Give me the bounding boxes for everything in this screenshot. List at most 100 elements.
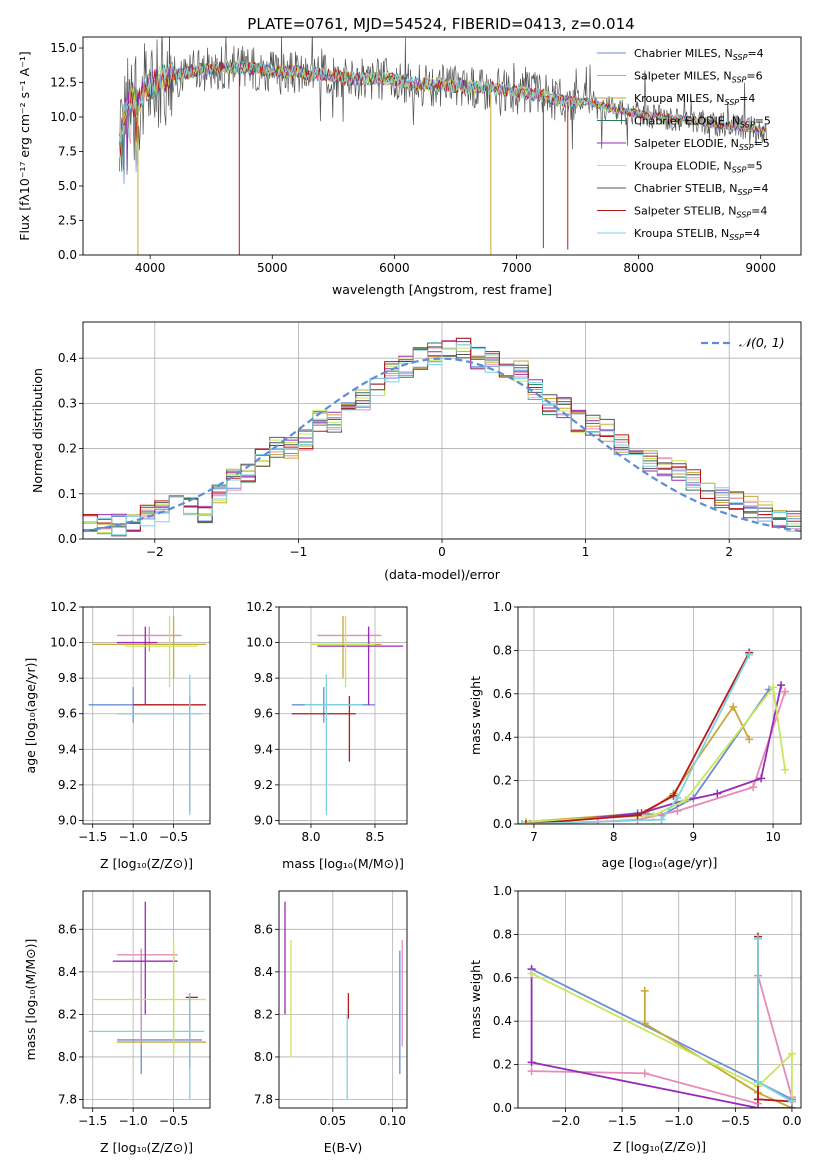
point-marker [640, 1019, 649, 1028]
weight-series [529, 684, 782, 824]
point-marker [713, 789, 722, 798]
y-tick-label: 8.0 [58, 1050, 77, 1064]
error-crosses [88, 901, 206, 1100]
gaussian-curve [83, 357, 801, 533]
y-tick-label: 1.0 [493, 600, 512, 614]
x-tick-label: 7 [530, 830, 538, 844]
spectrum-series [119, 60, 767, 143]
y-tick-label: 15.0 [50, 41, 77, 55]
x-tick-label: 8 [610, 830, 618, 844]
x-axis-label: (data-model)/error [384, 567, 501, 582]
y-tick-label: 9.2 [254, 778, 273, 792]
x-tick-label: 4000 [135, 261, 166, 275]
y-tick-label: 8.2 [254, 1007, 273, 1021]
point-marker [745, 735, 754, 744]
point-marker [753, 1095, 762, 1104]
legend: Chabrier MILES, NSSP=4 Salpeter MILES, NS… [597, 47, 771, 242]
point-marker [633, 811, 642, 820]
y-tick-label: 8.4 [254, 965, 273, 979]
point-marker [753, 1077, 762, 1086]
y-axis-label: Normed distribution [30, 368, 45, 493]
legend-entry: Kroupa MILES, NSSP=4 [634, 92, 755, 107]
y-tick-label: 0.2 [493, 1058, 512, 1072]
y-tick-label: 9.8 [58, 671, 77, 685]
point-marker [518, 820, 526, 824]
y-tick-label: 0.0 [493, 817, 512, 831]
x-tick-label: 2 [725, 545, 733, 559]
x-tick-label: −2 [146, 545, 164, 559]
x-tick-label: −1.0 [119, 1114, 148, 1128]
y-axis-label: age [log₁₀(age/yr)] [23, 658, 38, 774]
point-marker [527, 969, 536, 978]
axes-frame [82, 36, 802, 256]
y-tick-label: 9.4 [254, 742, 273, 756]
y-tick-label: 9.2 [58, 778, 77, 792]
x-tick-label: −1.0 [119, 830, 148, 844]
massweight-vs-metallicity-panel: −2.0 −1.5 −1.0 −0.5 0.0 0.0 0.2 0.4 0.6 0.8 1.0 Z [… [468, 884, 801, 1154]
legend-entry: Kroupa STELIB, NSSP=4 [634, 227, 760, 242]
point-marker [749, 783, 758, 792]
y-tick-label: 5.0 [58, 179, 77, 193]
y-tick-label: 0.4 [493, 730, 512, 744]
y-axis-label: Flux [fλ10⁻¹⁷ erg cm⁻² s⁻¹ A⁻¹] [17, 51, 32, 240]
x-tick-label: −0.5 [721, 1114, 750, 1128]
y-tick-label: 9.6 [58, 707, 77, 721]
x-axis-label: Z [log₁₀(Z/Z⊙)] [100, 1140, 193, 1155]
point-marker [753, 934, 762, 943]
mass-vs-metallicity-panel: −1.5 −1.0 −0.5 7.8 8.0 8.2 8.4 8.6 Z [log₁₀(Z/Z⊙… [23, 890, 211, 1155]
y-tick-label: 8.0 [254, 1050, 273, 1064]
y-tick-label: 0.0 [493, 1101, 512, 1115]
y-tick-label: 0.6 [493, 971, 512, 985]
weight-series [521, 654, 751, 824]
point-marker [781, 765, 790, 774]
point-marker [745, 650, 754, 659]
axes-frame [517, 606, 802, 825]
y-tick-label: 8.6 [254, 922, 273, 936]
weight-series [531, 972, 793, 1102]
legend-entry: 𝒩(0, 1) [739, 335, 785, 350]
y-tick-label: 0.1 [58, 487, 77, 501]
y-tick-label: 7.8 [58, 1092, 77, 1106]
y-tick-label: 0.3 [58, 396, 77, 410]
weight-series [525, 685, 786, 823]
x-axis-label: wavelength [Angstrom, rest frame] [332, 282, 552, 297]
y-tick-label: 0.4 [493, 1014, 512, 1028]
y-tick-label: 10.0 [246, 636, 273, 650]
point-marker [769, 683, 778, 692]
point-marker [753, 1104, 762, 1108]
y-tick-label: 0.4 [58, 351, 77, 365]
y-axis-label: mass weight [468, 960, 483, 1039]
y-tick-label: 9.4 [58, 742, 77, 756]
legend-entry: Chabrier MILES, NSSP=4 [634, 47, 764, 62]
residual-histogram-panel: −2 −1 0 1 2 0.0 0.1 0.2 0.3 0.4 (data-model)/error… [30, 321, 802, 582]
y-tick-label: 10.0 [50, 110, 77, 124]
x-tick-label: 7000 [501, 261, 532, 275]
point-marker [527, 1058, 536, 1067]
legend-entry: Chabrier ELODIE, NSSP=5 [634, 115, 771, 130]
point-marker [777, 681, 786, 690]
histogram-series [83, 344, 801, 536]
y-tick-label: 12.5 [50, 76, 77, 90]
y-tick-label: 9.0 [254, 813, 273, 827]
histograms [83, 337, 801, 537]
point-marker [757, 774, 766, 783]
y-axis-label: mass [log₁₀(M/M⊙)] [23, 939, 38, 1061]
error-crosses [291, 615, 404, 816]
y-tick-label: 2.5 [58, 214, 77, 228]
point-marker [681, 796, 690, 805]
axes-frame [82, 606, 211, 825]
y-tick-label: 0.8 [493, 927, 512, 941]
massweight-vs-age-panel: 7 8 9 10 0.0 0.2 0.4 0.6 0.8 1.0 age [log₁₀(age/yr… [468, 600, 802, 870]
x-axis-label: E(B-V) [324, 1140, 363, 1155]
x-tick-label: −0.5 [159, 1114, 188, 1128]
spectrum-panel: 4000 5000 6000 7000 8000 9000 0.0 2.5 5.0 7.5 10.0… [17, 36, 802, 297]
x-tick-label: −1.5 [78, 1114, 107, 1128]
x-tick-label: −1.5 [608, 1114, 637, 1128]
weight-lines [527, 932, 796, 1108]
point-marker [787, 1097, 796, 1106]
weight-series [525, 691, 786, 824]
error-crosses [284, 901, 403, 1100]
point-marker [657, 815, 666, 824]
x-tick-label: −2.0 [551, 1114, 580, 1128]
weight-series [525, 652, 750, 824]
